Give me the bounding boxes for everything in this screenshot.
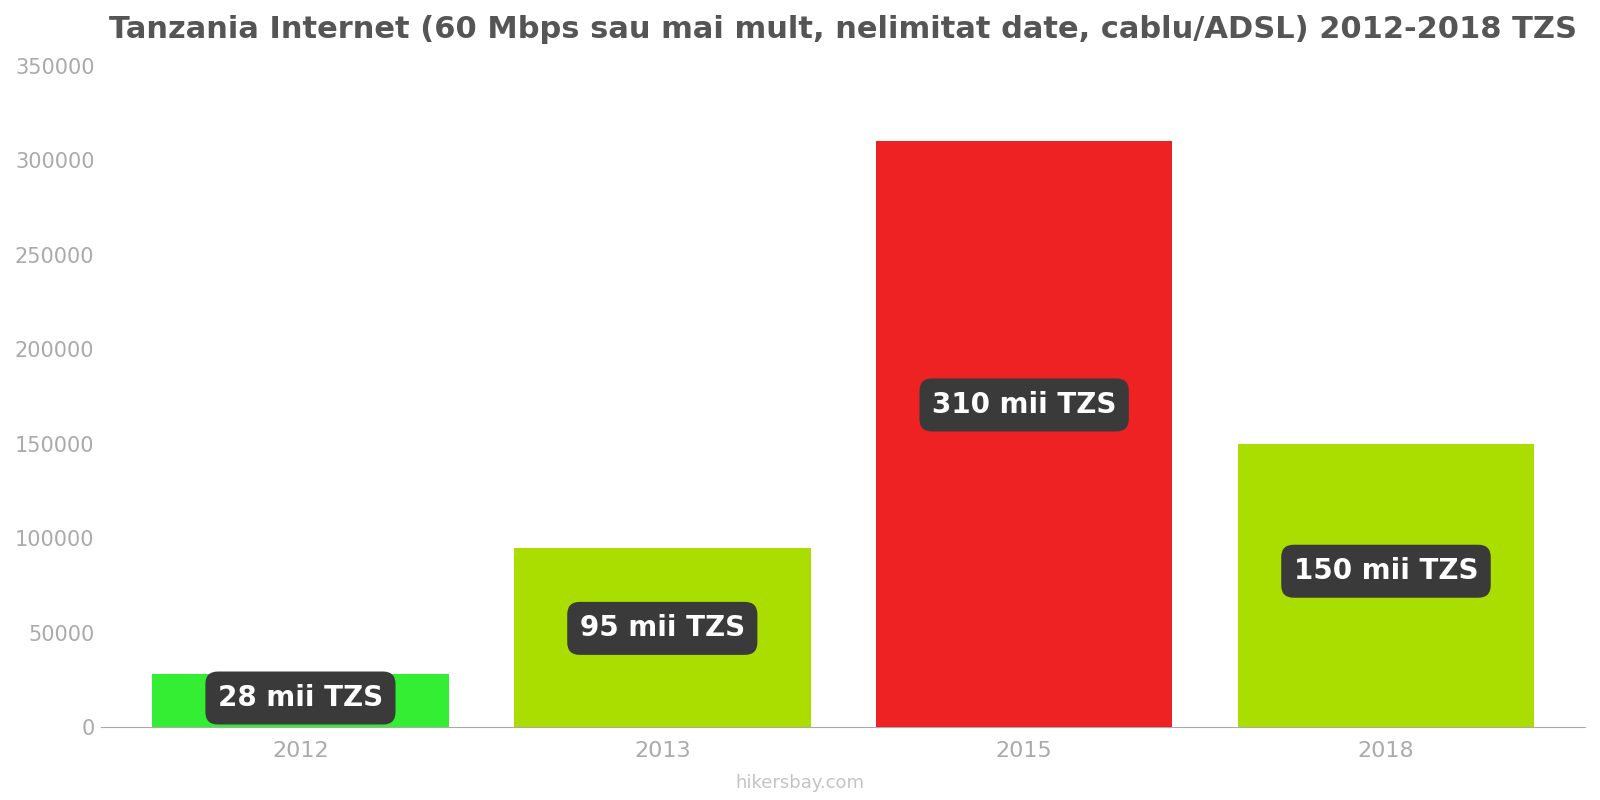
Bar (514, 548, 811, 727)
Bar (875, 142, 1173, 727)
Text: 150 mii TZS: 150 mii TZS (1294, 558, 1478, 586)
Text: 310 mii TZS: 310 mii TZS (931, 391, 1117, 419)
Text: 28 mii TZS: 28 mii TZS (218, 684, 382, 712)
Bar (1238, 444, 1534, 727)
Text: 95 mii TZS: 95 mii TZS (579, 614, 746, 642)
Text: hikersbay.com: hikersbay.com (736, 774, 864, 792)
Title: Tanzania Internet (60 Mbps sau mai mult, nelimitat date, cablu/ADSL) 2012-2018 T: Tanzania Internet (60 Mbps sau mai mult,… (109, 15, 1578, 44)
Bar (152, 674, 450, 727)
